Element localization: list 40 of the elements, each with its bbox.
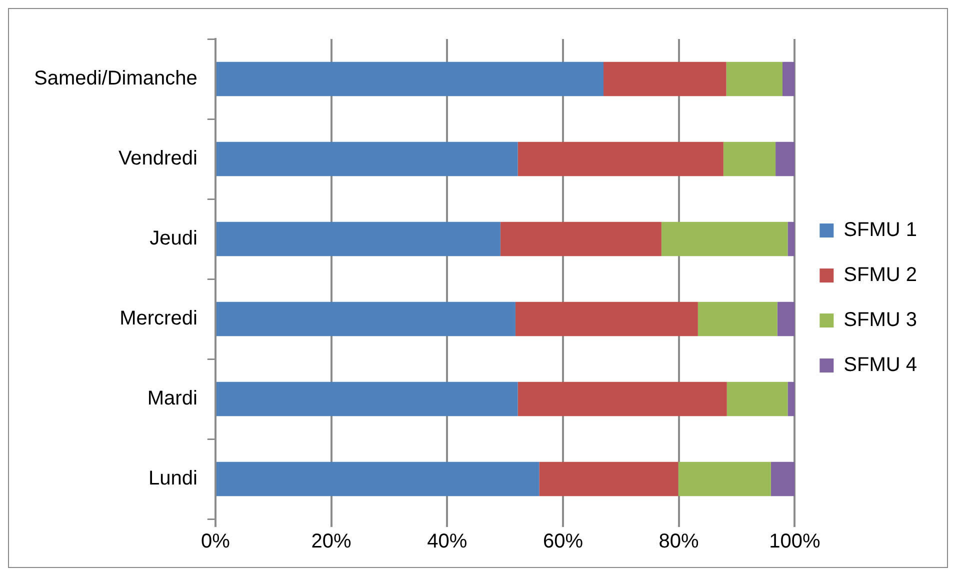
bar [216, 222, 500, 256]
bar [776, 142, 795, 176]
bar [500, 222, 662, 256]
bar [726, 62, 782, 96]
bar [777, 302, 795, 336]
bar [216, 462, 540, 496]
bar [661, 222, 788, 256]
bar [788, 382, 795, 416]
bar [604, 62, 726, 96]
bar [216, 142, 518, 176]
bar [782, 62, 795, 96]
y-tick-label: Mercredi [120, 308, 198, 330]
x-tick-label: 80% [658, 530, 700, 553]
bar [518, 382, 727, 416]
y-tick-label: Jeudi [150, 228, 198, 250]
bar [698, 302, 778, 336]
x-tick-label: 0% [200, 530, 230, 553]
bar [216, 62, 604, 96]
bar [770, 462, 795, 496]
y-tick-label: Vendredi [118, 148, 198, 170]
x-tick-label: 60% [542, 530, 584, 553]
y-tick-label: Samedi/Dimanche [34, 68, 198, 90]
bar [723, 142, 776, 176]
bar [539, 462, 678, 496]
bar [216, 382, 518, 416]
x-tick-label: 100% [769, 530, 820, 553]
legend-label: SFMU 4 [844, 354, 918, 376]
bar [216, 302, 516, 336]
bar [518, 142, 724, 176]
bar [726, 382, 788, 416]
y-tick-label: Lundi [148, 468, 198, 490]
x-tick-label: 40% [427, 530, 468, 553]
x-tick-label: 20% [311, 530, 352, 553]
bar [515, 302, 698, 336]
legend-label: SFMU 3 [844, 309, 918, 332]
y-tick-label: Mardi [147, 388, 198, 410]
bar [678, 462, 771, 496]
legend-label: SFMU 1 [844, 219, 918, 242]
bar [788, 222, 795, 256]
legend-label: SFMU 2 [844, 264, 918, 286]
